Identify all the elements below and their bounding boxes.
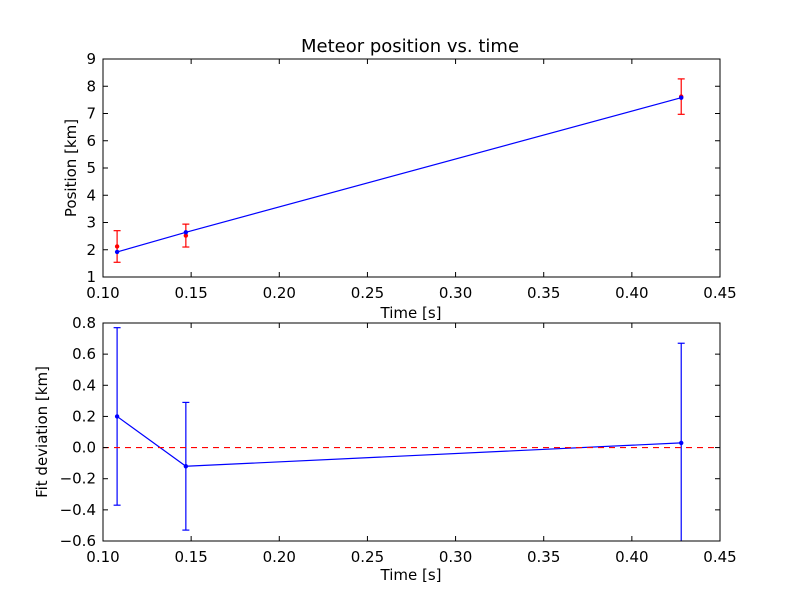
x-tick-label: 0.35 [527, 284, 560, 302]
deviation-axes-frame [102, 322, 721, 542]
deviation-x-axis-label: Time [s] [380, 566, 442, 584]
x-tick-label: 0.40 [615, 548, 648, 566]
fit-point [679, 95, 684, 100]
x-tick-label: 0.30 [439, 548, 472, 566]
y-tick-label: 8 [86, 77, 96, 95]
fit-point [114, 249, 120, 255]
y-tick-label: 9 [86, 50, 96, 68]
x-tick-label: 0.10 [86, 548, 119, 566]
y-tick-label: −0.6 [60, 532, 96, 550]
position-y-axis-label: Position [km] [62, 119, 80, 217]
measurement-point [183, 233, 189, 238]
deviation-y-axis-label: Fit deviation [km] [33, 366, 51, 498]
x-tick-label: 0.15 [174, 284, 207, 302]
x-tick-label: 0.20 [263, 284, 296, 302]
plot-area [103, 327, 720, 541]
position-x-ticks: 0.10 0.15 0.20 0.25 0.30 0.35 0.40 0.45 [86, 59, 737, 302]
x-tick-label: 0.30 [439, 284, 472, 302]
y-tick-label: 0.4 [72, 376, 96, 394]
y-tick-label: 6 [86, 132, 96, 150]
x-tick-label: 0.35 [527, 548, 560, 566]
x-tick-label: 0.15 [174, 548, 207, 566]
figure-title: Meteor position vs. time [301, 36, 519, 57]
deviation-point [183, 464, 189, 469]
deviation-point [114, 414, 120, 419]
y-tick-label: 4 [86, 186, 96, 204]
deviation-plot-marks [103, 327, 720, 541]
y-tick-label: 7 [86, 105, 96, 123]
y-tick-label: 0.8 [72, 314, 96, 332]
deviation-point [679, 440, 684, 446]
plot-area [113, 78, 685, 263]
x-tick-label: 0.25 [351, 548, 384, 566]
x-tick-label: 0.20 [263, 548, 296, 566]
x-tick-label: 0.45 [703, 284, 736, 302]
y-tick-label: 0.2 [72, 407, 96, 425]
position-y-ticks: 1 2 3 4 5 6 7 8 9 [86, 50, 720, 286]
deviation-x-ticks: 0.10 0.15 0.20 0.25 0.30 0.35 0.40 0.45 [86, 323, 737, 566]
y-tick-label: −0.2 [60, 470, 96, 488]
y-tick-label: −0.4 [60, 501, 96, 519]
x-tick-label: 0.45 [703, 548, 736, 566]
x-tick-label: 0.40 [615, 284, 648, 302]
y-tick-label: 0.6 [72, 345, 96, 363]
x-tick-label: 0.10 [86, 284, 119, 302]
position-panel: 0.10 0.15 0.20 0.25 0.30 0.35 0.40 0.45 1 2 3 4 5 6 7… [62, 50, 737, 322]
y-tick-label: 3 [86, 214, 96, 232]
y-tick-label: 0.0 [72, 439, 96, 457]
y-tick-label: 5 [86, 159, 96, 177]
y-tick-label: 2 [86, 241, 96, 259]
y-tick-label: 1 [86, 268, 96, 286]
x-tick-label: 0.25 [351, 284, 384, 302]
fit-point [183, 230, 189, 235]
measurement-point [114, 244, 120, 249]
deviation-y-ticks: −0.6 −0.4 −0.2 0.0 0.2 0.4 0.6 0.8 [60, 314, 720, 550]
deviation-panel: 0.10 0.15 0.20 0.25 0.30 0.35 0.40 0.45 −0.6−0.… [33, 314, 737, 584]
position-x-axis-label: Time [s] [380, 304, 442, 322]
position-plot-marks [113, 78, 685, 263]
